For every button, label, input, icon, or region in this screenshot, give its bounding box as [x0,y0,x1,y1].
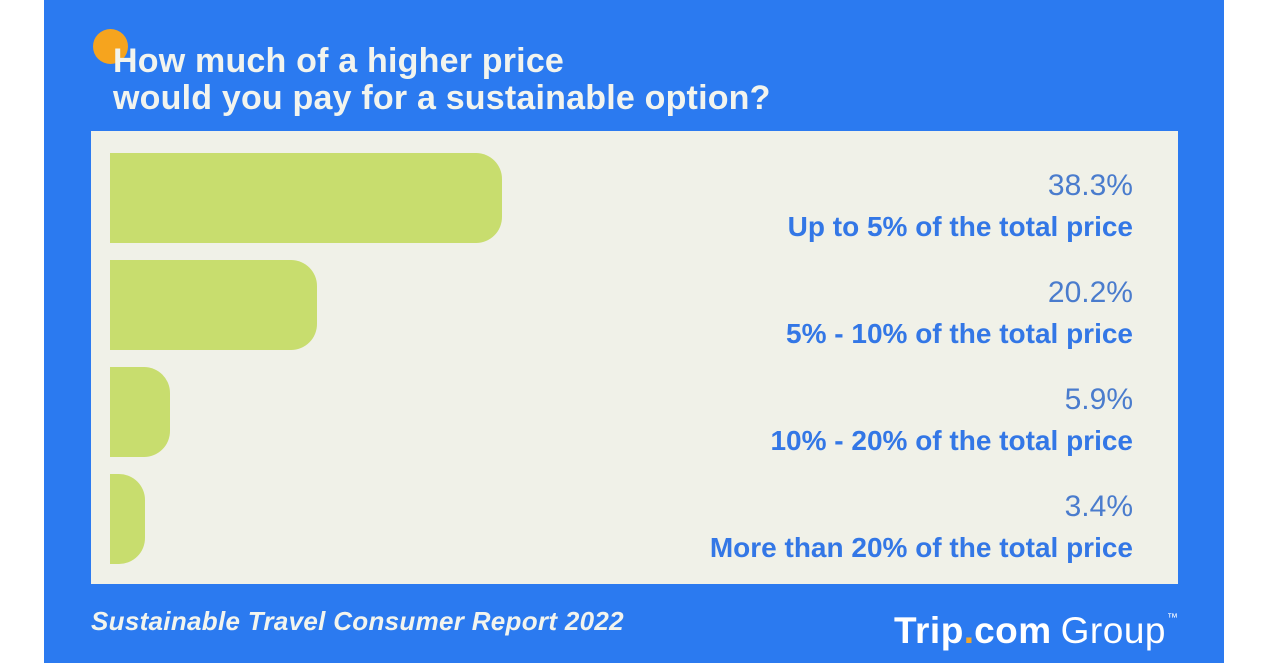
bar-1 [110,153,502,243]
logo-trip-text: Trip [893,610,964,651]
bar-category-label: 10% - 20% of the total price [770,425,1133,456]
bar-labels-2: 20.2% 5% - 10% of the total price [786,273,1133,354]
bar-row-4: 3.4% More than 20% of the total price [91,474,1178,564]
bar-category-label: 5% - 10% of the total price [786,318,1133,349]
bar-labels-3: 5.9% 10% - 20% of the total price [770,380,1133,461]
bar-2 [110,260,317,350]
logo-com-text: com [974,610,1052,651]
slide-background: How much of a higher price would you pay … [44,0,1224,663]
logo-trademark: ™ [1167,612,1178,624]
bar-category-label: More than 20% of the total price [709,532,1133,563]
bar-row-2: 20.2% 5% - 10% of the total price [91,260,1178,350]
logo-group-text: Group [1060,610,1166,651]
bar-value-label: 3.4% [1064,490,1133,523]
chart-panel: 38.3% Up to 5% of the total price 20.2% 5% … [91,131,1178,584]
bar-row-3: 5.9% 10% - 20% of the total price [91,367,1178,457]
chart-title-line1: How much of a higher price [113,42,565,80]
bar-row-1: 38.3% Up to 5% of the total price [91,153,1178,243]
tripcom-group-logo: Trip.com Group™ [894,598,1178,651]
bar-labels-4: 3.4% More than 20% of the total price [710,487,1133,568]
chart-title: How much of a higher price would you pay … [113,43,771,117]
bar-value-label: 38.3% [1047,169,1133,202]
bar-3 [110,367,170,457]
bar-value-label: 20.2% [1047,276,1133,309]
bar-value-label: 5.9% [1064,383,1133,416]
logo-orange-dot: . [963,610,975,651]
bar-category-label: Up to 5% of the total price [787,211,1133,242]
bar-labels-1: 38.3% Up to 5% of the total price [788,166,1133,247]
bar-4 [110,474,145,564]
report-title: Sustainable Travel Consumer Report 2022 [91,606,624,636]
orange-accent-dot [93,29,128,64]
chart-title-line2: would you pay for a sustainable option? [113,79,771,117]
